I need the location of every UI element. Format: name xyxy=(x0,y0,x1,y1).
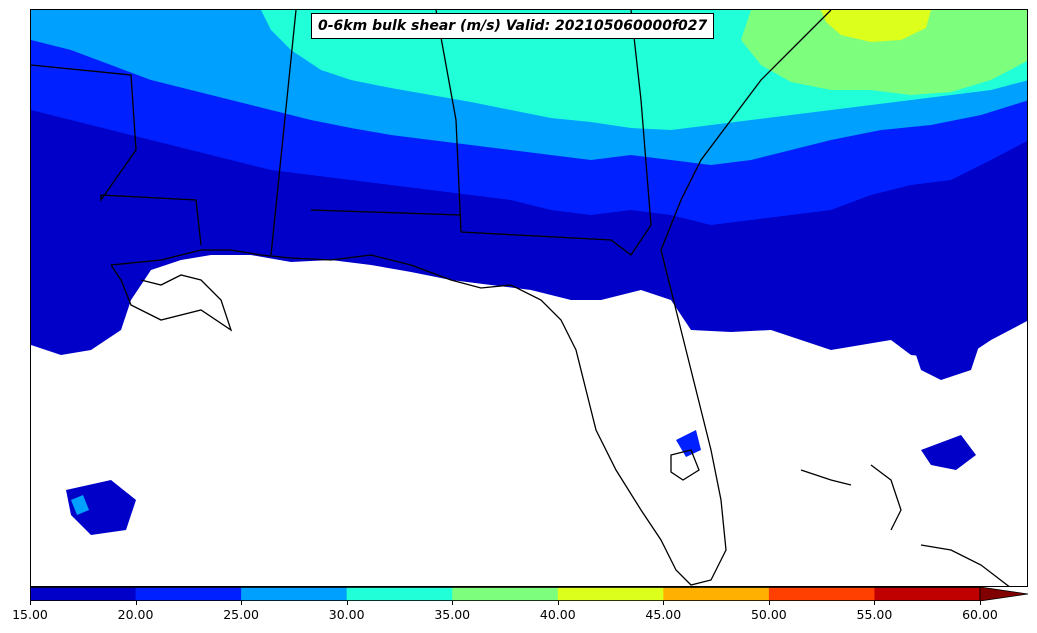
colorbar-tick-label: 50.00 xyxy=(750,607,787,622)
colorbar-segment xyxy=(557,587,664,601)
colorbar-tick-mark xyxy=(557,601,559,605)
colorbar-tick-mark xyxy=(30,601,31,605)
map-title: 0-6km bulk shear (m/s) Valid: 2021050600… xyxy=(311,13,715,39)
colorbar-tick-mark xyxy=(241,601,243,605)
shear-cell-florida-lake xyxy=(676,430,701,457)
colorbar xyxy=(30,587,1029,601)
colorbar-tick-mark xyxy=(980,601,981,605)
colorbar-segment xyxy=(874,587,981,601)
colorbar-segment xyxy=(30,587,137,601)
shear-cell-gulf-west xyxy=(66,480,136,535)
colorbar-tick-mark xyxy=(768,601,770,605)
coastline-louisiana xyxy=(110,264,233,332)
state-border-ms-al xyxy=(270,10,297,256)
colorbar-tick-label: 20.00 xyxy=(117,607,154,622)
coastline-gulf xyxy=(110,249,727,586)
shear-band-40-45 xyxy=(821,10,931,42)
colorbar-tick-label: 40.00 xyxy=(539,607,576,622)
shear-map xyxy=(31,10,1027,586)
state-border-al-ga xyxy=(435,10,462,233)
state-border-ga-sc xyxy=(630,10,652,226)
colorbar-segment xyxy=(135,587,242,601)
colorbar-tick-mark xyxy=(452,601,454,605)
colorbar-outline xyxy=(30,587,981,601)
colorbar-tick-label: 60.00 xyxy=(962,607,998,622)
shear-cell-gulf-west-core xyxy=(71,495,89,515)
state-border-ms-al-coast xyxy=(310,209,462,216)
colorbar-segment xyxy=(768,587,875,601)
colorbar-segment xyxy=(346,587,453,601)
colorbar-tick-label: 30.00 xyxy=(328,607,365,622)
shear-band-35-40 xyxy=(741,10,1027,95)
coastline-bahamas xyxy=(870,464,902,531)
colorbar-tick-mark xyxy=(663,601,665,605)
coastline-atlantic xyxy=(660,10,832,251)
colorbar-segment xyxy=(241,587,348,601)
coastline-cuba xyxy=(920,544,1010,586)
colorbar-extend-arrow xyxy=(979,587,1029,601)
colorbar-tick-label: 25.00 xyxy=(223,607,260,622)
colorbar-tick-label: 35.00 xyxy=(434,607,471,622)
colorbar-segment xyxy=(452,587,559,601)
colorbar-tick-label: 15.00 xyxy=(12,607,48,622)
colorbar-tick-label: 55.00 xyxy=(856,607,893,622)
state-border-la-ms xyxy=(31,64,202,246)
colorbar-tick-mark xyxy=(135,601,137,605)
state-border-ga-fl xyxy=(460,224,652,256)
coastline-borders xyxy=(31,10,1010,586)
colorbar-segment xyxy=(663,587,770,601)
shear-cell-keys xyxy=(921,435,976,470)
coastline-keys xyxy=(800,469,852,486)
colorbar-tick-mark xyxy=(346,601,348,605)
colorbar-tick-mark xyxy=(874,601,876,605)
shear-cell-atlantic xyxy=(911,330,981,380)
map-panel xyxy=(30,9,1028,587)
colorbar-tick-label: 45.00 xyxy=(645,607,682,622)
lake-okeechobee xyxy=(670,449,700,481)
